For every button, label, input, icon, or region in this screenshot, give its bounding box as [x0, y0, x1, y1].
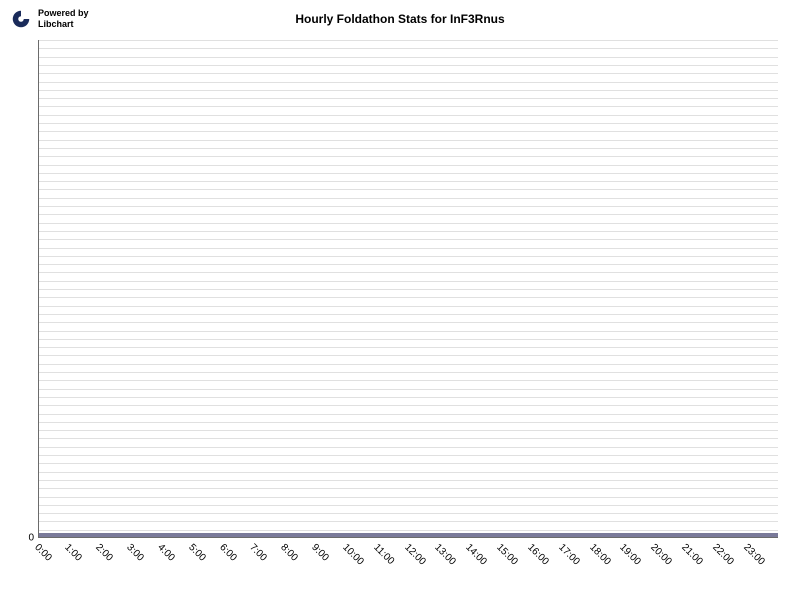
x-tick-label: 6:00 — [217, 542, 239, 564]
x-tick-label: 14:00 — [463, 542, 488, 567]
powered-by-line-2: Libchart — [38, 19, 89, 30]
plot-frame — [38, 40, 778, 538]
x-tick-label: 12:00 — [402, 542, 427, 567]
x-tick-label: 0:00 — [32, 542, 54, 564]
x-tick-label: 7:00 — [248, 542, 270, 564]
chart-title: Hourly Foldathon Stats for InF3Rnus — [295, 12, 504, 26]
x-tick-label: 13:00 — [433, 542, 458, 567]
x-tick-label: 22:00 — [710, 542, 735, 567]
x-tick-label: 2:00 — [93, 542, 115, 564]
x-tick-label: 17:00 — [556, 542, 581, 567]
x-tick-label: 1:00 — [63, 542, 85, 564]
y-tick-label: 0 — [28, 533, 34, 544]
x-tick-label: 21:00 — [679, 542, 704, 567]
x-tick-label: 19:00 — [618, 542, 643, 567]
x-tick-label: 3:00 — [124, 542, 146, 564]
libchart-logo-icon — [10, 8, 32, 30]
x-tick-label: 11:00 — [371, 542, 396, 567]
chart-header: Powered by Libchart — [10, 8, 89, 30]
powered-by-text: Powered by Libchart — [38, 8, 89, 30]
powered-by-line-1: Powered by — [38, 8, 89, 19]
x-tick-label: 10:00 — [340, 542, 365, 567]
x-tick-label: 20:00 — [648, 542, 673, 567]
x-tick-label: 18:00 — [587, 542, 612, 567]
x-tick-label: 23:00 — [741, 542, 766, 567]
x-tick-label: 4:00 — [155, 542, 177, 564]
plot-area: 0 — [38, 40, 778, 538]
x-tick-label: 5:00 — [186, 542, 208, 564]
x-tick-label: 9:00 — [309, 542, 331, 564]
x-tick-label: 16:00 — [525, 542, 550, 567]
x-axis: 0:001:002:003:004:005:006:007:008:009:00… — [38, 540, 778, 590]
x-tick-label: 15:00 — [494, 542, 519, 567]
x-tick-label: 8:00 — [278, 542, 300, 564]
